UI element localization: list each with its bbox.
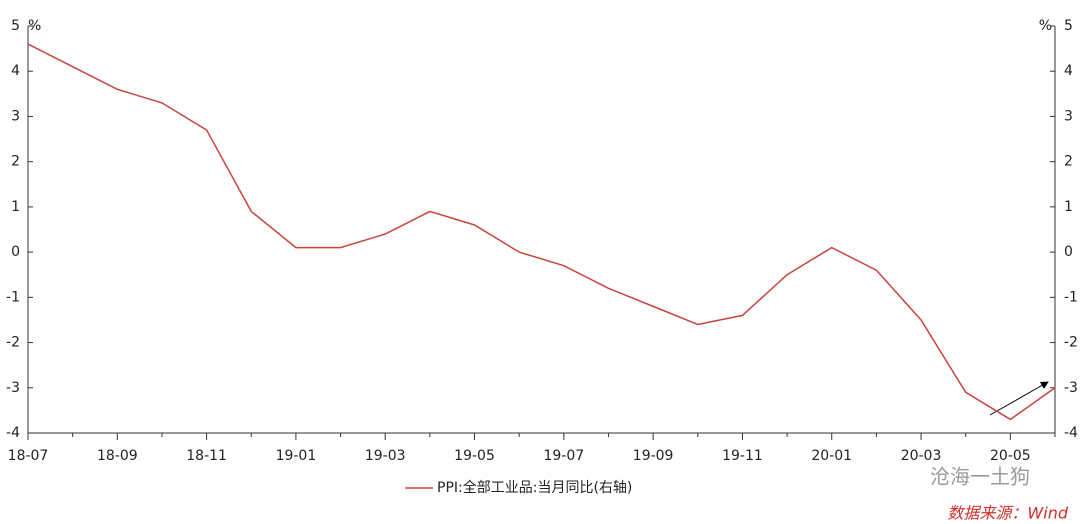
y-tick-label: -1 xyxy=(6,289,20,305)
y-tick-label: 1 xyxy=(11,199,20,215)
y2-tick-label: -3 xyxy=(1064,380,1078,396)
y2-tick-label: 0 xyxy=(1064,244,1073,260)
x-tick-label: 19-07 xyxy=(543,448,584,464)
y2-tick-label: 3 xyxy=(1064,108,1073,124)
x-tick-label: 20-01 xyxy=(811,448,852,464)
x-tick-label: 19-01 xyxy=(276,448,317,464)
y2-tick-label: -1 xyxy=(1064,289,1078,305)
y-tick-label: -2 xyxy=(6,335,20,351)
y2-tick-label: -4 xyxy=(1064,425,1078,441)
y2-tick-label: 2 xyxy=(1064,154,1073,170)
x-tick-label: 19-03 xyxy=(365,448,406,464)
y-tick-label: 0 xyxy=(11,244,20,260)
y-tick-label: 4 xyxy=(11,63,20,79)
y-unit: % xyxy=(28,18,41,34)
x-tick-label: 19-09 xyxy=(633,448,674,464)
x-tick-label: 20-03 xyxy=(901,448,942,464)
x-tick-label: 18-09 xyxy=(97,448,138,464)
line-series xyxy=(27,43,1056,421)
x-tick-label: 18-11 xyxy=(186,448,227,464)
x-tick-label: 19-11 xyxy=(722,448,763,464)
y-tick-label: -4 xyxy=(6,425,20,441)
y2-unit: % xyxy=(1039,18,1052,34)
y-tick-label: 5 xyxy=(11,18,20,34)
y2-tick-label: -2 xyxy=(1064,335,1078,351)
y2-tick-label: 5 xyxy=(1064,18,1073,34)
y-tick-label: 3 xyxy=(11,108,20,124)
x-tick-label: 20-05 xyxy=(990,448,1031,464)
y2-tick-label: 4 xyxy=(1064,63,1073,79)
y-tick-label: 2 xyxy=(11,154,20,170)
y-tick-label: -3 xyxy=(6,380,20,396)
x-tick-label: 19-05 xyxy=(454,448,495,464)
legend-label: PPI:全部工业品:当月同比(右轴) xyxy=(437,479,632,496)
y2-tick-label: 1 xyxy=(1064,199,1073,215)
source: 数据来源：Wind xyxy=(947,504,1068,523)
x-tick-label: 18-07 xyxy=(8,448,49,464)
watermark: 沧海一土狗 xyxy=(930,465,1030,489)
annotation-arrow xyxy=(989,381,1049,416)
